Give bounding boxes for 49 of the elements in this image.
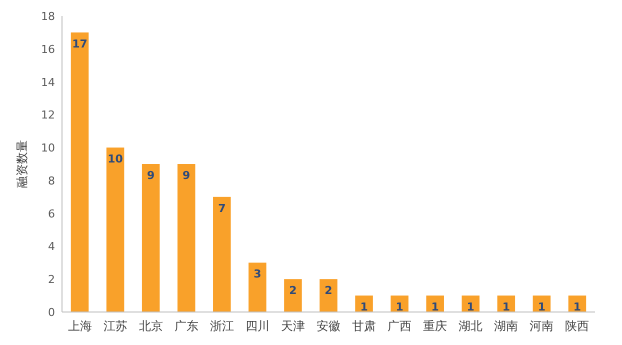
bar [106, 148, 124, 312]
x-tick-label: 北京 [138, 319, 163, 333]
x-tick-label: 湖南 [494, 319, 518, 333]
data-label: 10 [108, 152, 124, 166]
x-tick-label: 湖北 [458, 319, 483, 333]
bar [320, 279, 338, 312]
data-label: 1 [573, 300, 582, 314]
x-tick-label: 安徽 [316, 319, 340, 333]
bar [142, 164, 160, 312]
x-tick-label: 天津 [280, 319, 305, 333]
y-axis-title: 融资数量 [15, 140, 29, 188]
x-tick-label: 陕西 [565, 319, 590, 333]
data-label: 9 [147, 169, 155, 182]
y-tick-label: 10 [41, 142, 55, 155]
y-tick-label: 6 [48, 207, 55, 220]
y-tick-label: 14 [41, 76, 55, 89]
bar [213, 196, 231, 312]
y-tick-label: 12 [41, 108, 55, 122]
x-tick-label: 广西 [388, 319, 412, 333]
x-tick-label: 重庆 [423, 319, 448, 333]
y-tick-label: 18 [41, 10, 55, 23]
data-label: 7 [218, 202, 226, 215]
data-label: 1 [431, 300, 439, 314]
bar [70, 32, 89, 312]
data-label: 9 [182, 169, 190, 182]
bar [177, 164, 196, 312]
x-tick-label: 浙江 [210, 319, 234, 333]
x-tick-label: 广东 [174, 319, 198, 333]
data-label: 1 [396, 300, 404, 314]
data-label: 3 [254, 268, 262, 281]
data-label: 17 [72, 37, 88, 50]
y-tick-label: 2 [48, 273, 55, 286]
y-tick-label: 16 [41, 42, 55, 56]
data-label: 1 [502, 300, 510, 314]
data-label: 1 [538, 300, 546, 314]
x-tick-label: 四川 [245, 319, 270, 333]
data-label: 2 [324, 284, 332, 298]
x-tick-label: 甘肃 [352, 319, 376, 333]
data-label: 1 [466, 300, 474, 314]
y-tick-label: 4 [48, 240, 55, 254]
data-label: 1 [360, 300, 368, 314]
bar [284, 279, 302, 312]
y-tick-label: 0 [48, 306, 55, 319]
x-tick-label: 河南 [530, 319, 554, 333]
data-label: 2 [289, 284, 297, 298]
x-tick-label: 上海 [68, 319, 92, 333]
bar [248, 262, 266, 312]
y-tick-label: 8 [48, 174, 55, 188]
x-tick-label: 江苏 [103, 319, 128, 333]
